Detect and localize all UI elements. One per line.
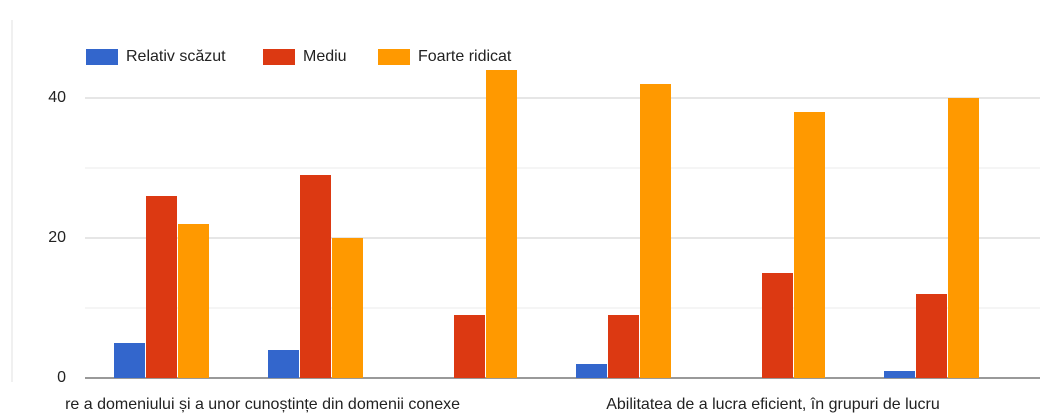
bar bbox=[146, 196, 177, 378]
legend-label: Mediu bbox=[303, 48, 347, 65]
bar bbox=[762, 273, 793, 378]
bar bbox=[300, 175, 331, 378]
bar bbox=[454, 315, 485, 378]
bar bbox=[178, 224, 209, 378]
y-tick-label: 40 bbox=[48, 89, 66, 106]
bar bbox=[608, 315, 639, 378]
legend-swatch bbox=[378, 49, 410, 65]
y-tick-label: 0 bbox=[57, 369, 66, 386]
legend-swatch bbox=[86, 49, 118, 65]
bar bbox=[576, 364, 607, 378]
x-tick-label: Abilitatea de a lucra eficient, în grupu… bbox=[606, 396, 940, 413]
bar bbox=[332, 238, 363, 378]
legend-label: Foarte ridicat bbox=[418, 48, 512, 65]
bar bbox=[916, 294, 947, 378]
bar bbox=[640, 84, 671, 378]
legend-label: Relativ scăzut bbox=[126, 48, 226, 65]
bar bbox=[884, 371, 915, 378]
bar bbox=[794, 112, 825, 378]
x-tick-label: re a domeniului și a unor cunoștințe din… bbox=[65, 396, 460, 413]
y-tick-label: 20 bbox=[48, 229, 66, 246]
bar bbox=[486, 70, 517, 378]
bar bbox=[948, 98, 979, 378]
legend-swatch bbox=[263, 49, 295, 65]
bar bbox=[268, 350, 299, 378]
bar bbox=[114, 343, 145, 378]
